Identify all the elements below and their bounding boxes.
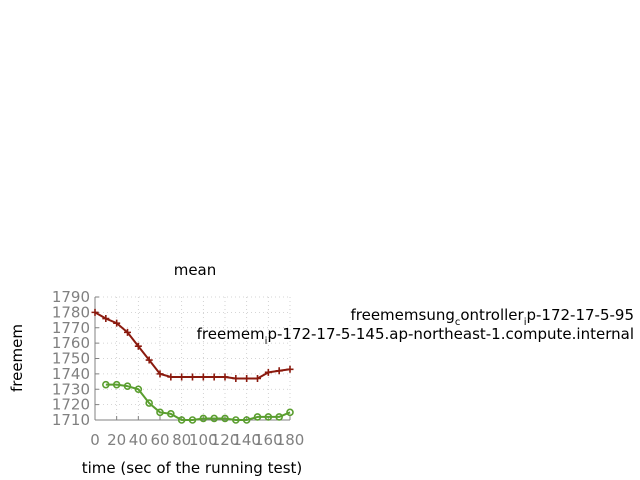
data-point — [210, 373, 218, 381]
x-tick-label: 100 — [189, 431, 218, 449]
grid — [94, 296, 291, 421]
axes — [94, 297, 290, 421]
y-tick-label: 1790 — [52, 288, 90, 306]
data-point — [102, 315, 110, 323]
data-point — [243, 374, 251, 382]
data-point — [91, 308, 99, 316]
data-point — [242, 416, 251, 424]
legend-label-0: freememsungcontrollerip-172-17-5-95 — [350, 306, 634, 328]
data-point — [221, 373, 229, 381]
data-point — [113, 319, 121, 327]
y-tick-label: 1780 — [52, 303, 90, 321]
data-point — [112, 380, 121, 389]
series-0 — [91, 308, 294, 382]
data-point — [199, 373, 207, 381]
series-line-0 — [94, 311, 291, 380]
x-tick-label: 120 — [211, 431, 240, 449]
y-tick-label: 1720 — [52, 396, 90, 414]
series — [91, 308, 294, 424]
x-tick-label: 180 — [276, 431, 305, 449]
y-tick-label: 1730 — [52, 380, 90, 398]
y-axis-label: freemem — [8, 324, 26, 392]
x-tick-label: 80 — [172, 431, 191, 449]
data-point — [156, 370, 164, 378]
data-point — [124, 328, 131, 336]
y-tick-label: 1770 — [52, 319, 90, 337]
chart-title: mean — [174, 261, 217, 279]
data-point — [199, 414, 208, 423]
data-point — [167, 373, 175, 381]
legend-entry-1: freememip-172-17-5-145.ap-northeast-1.co… — [197, 325, 634, 347]
data-point — [232, 416, 240, 424]
legend-label-1: freememip-172-17-5-145.ap-northeast-1.co… — [197, 325, 634, 347]
x-tick-label: 20 — [107, 431, 126, 449]
data-point — [167, 410, 175, 418]
data-point — [286, 408, 294, 417]
y-tick-label: 1750 — [52, 350, 90, 368]
x-tick-label: 160 — [254, 431, 283, 449]
data-point — [134, 385, 143, 394]
data-point — [210, 414, 218, 423]
data-point — [221, 414, 229, 423]
data-point — [145, 399, 153, 407]
series-line-1 — [105, 383, 291, 421]
x-axis-label: time (sec of the running test) — [82, 459, 303, 477]
data-point — [275, 367, 283, 375]
data-point — [286, 365, 294, 373]
data-point — [145, 356, 153, 364]
x-tick-label: 140 — [232, 431, 261, 449]
data-point — [134, 342, 142, 350]
data-point — [253, 413, 262, 421]
data-point — [189, 373, 196, 381]
series-1 — [102, 380, 294, 424]
x-tick-label: 40 — [129, 431, 148, 449]
data-point — [156, 408, 164, 417]
y-tick-label: 1740 — [52, 365, 90, 383]
legend: freememsungcontrollerip-172-17-5-95 free… — [197, 306, 634, 347]
data-point — [275, 413, 283, 421]
data-point — [123, 382, 132, 390]
data-point — [264, 368, 272, 376]
data-point — [254, 374, 261, 382]
y-tick-label: 1710 — [52, 411, 90, 429]
data-point — [177, 416, 186, 424]
x-tick-label: 60 — [150, 431, 169, 449]
data-point — [178, 373, 186, 381]
data-point — [102, 380, 110, 389]
data-point — [264, 413, 273, 421]
x-tick-label: 0 — [90, 431, 100, 449]
data-point — [188, 416, 197, 424]
legend-entry-0: freememsungcontrollerip-172-17-5-95 — [350, 306, 634, 328]
y-tick-label: 1760 — [52, 334, 90, 352]
data-point — [232, 374, 240, 382]
